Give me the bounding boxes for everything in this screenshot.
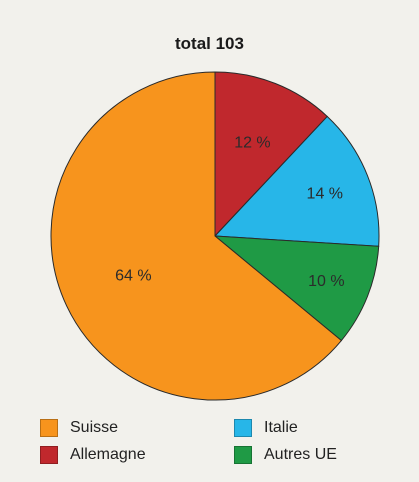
pie-label-allemagne: 12 % [234, 134, 270, 151]
legend-label-suisse: Suisse [70, 419, 119, 436]
legend-label-autres-ue: Autres UE [264, 446, 337, 463]
pie-label-autres-ue: 10 % [308, 273, 344, 290]
legend-item-italie: Italie [234, 419, 298, 437]
legend-label-italie: Italie [264, 419, 298, 436]
legend-item-allemagne: Allemagne [40, 446, 146, 464]
legend-item-suisse: Suisse [40, 419, 118, 437]
pie-slice-autres-ue [213, 235, 380, 342]
chart-title: total 103 [175, 34, 244, 53]
legend-swatch-suisse [40, 419, 58, 437]
legend-swatch-italie [234, 419, 252, 437]
pie-label-italie: 14 % [307, 186, 343, 203]
legend-swatch-autres-ue [234, 446, 252, 464]
pie-label-suisse: 64 % [115, 267, 151, 284]
pie-slice-italie [213, 115, 380, 247]
pie-slice-suisse [50, 71, 343, 401]
legend-swatch-allemagne [40, 446, 58, 464]
legend-item-autres-ue: Autres UE [234, 446, 337, 464]
legend-label-allemagne: Allemagne [70, 446, 146, 463]
pie-slice-allemagne [214, 71, 328, 238]
